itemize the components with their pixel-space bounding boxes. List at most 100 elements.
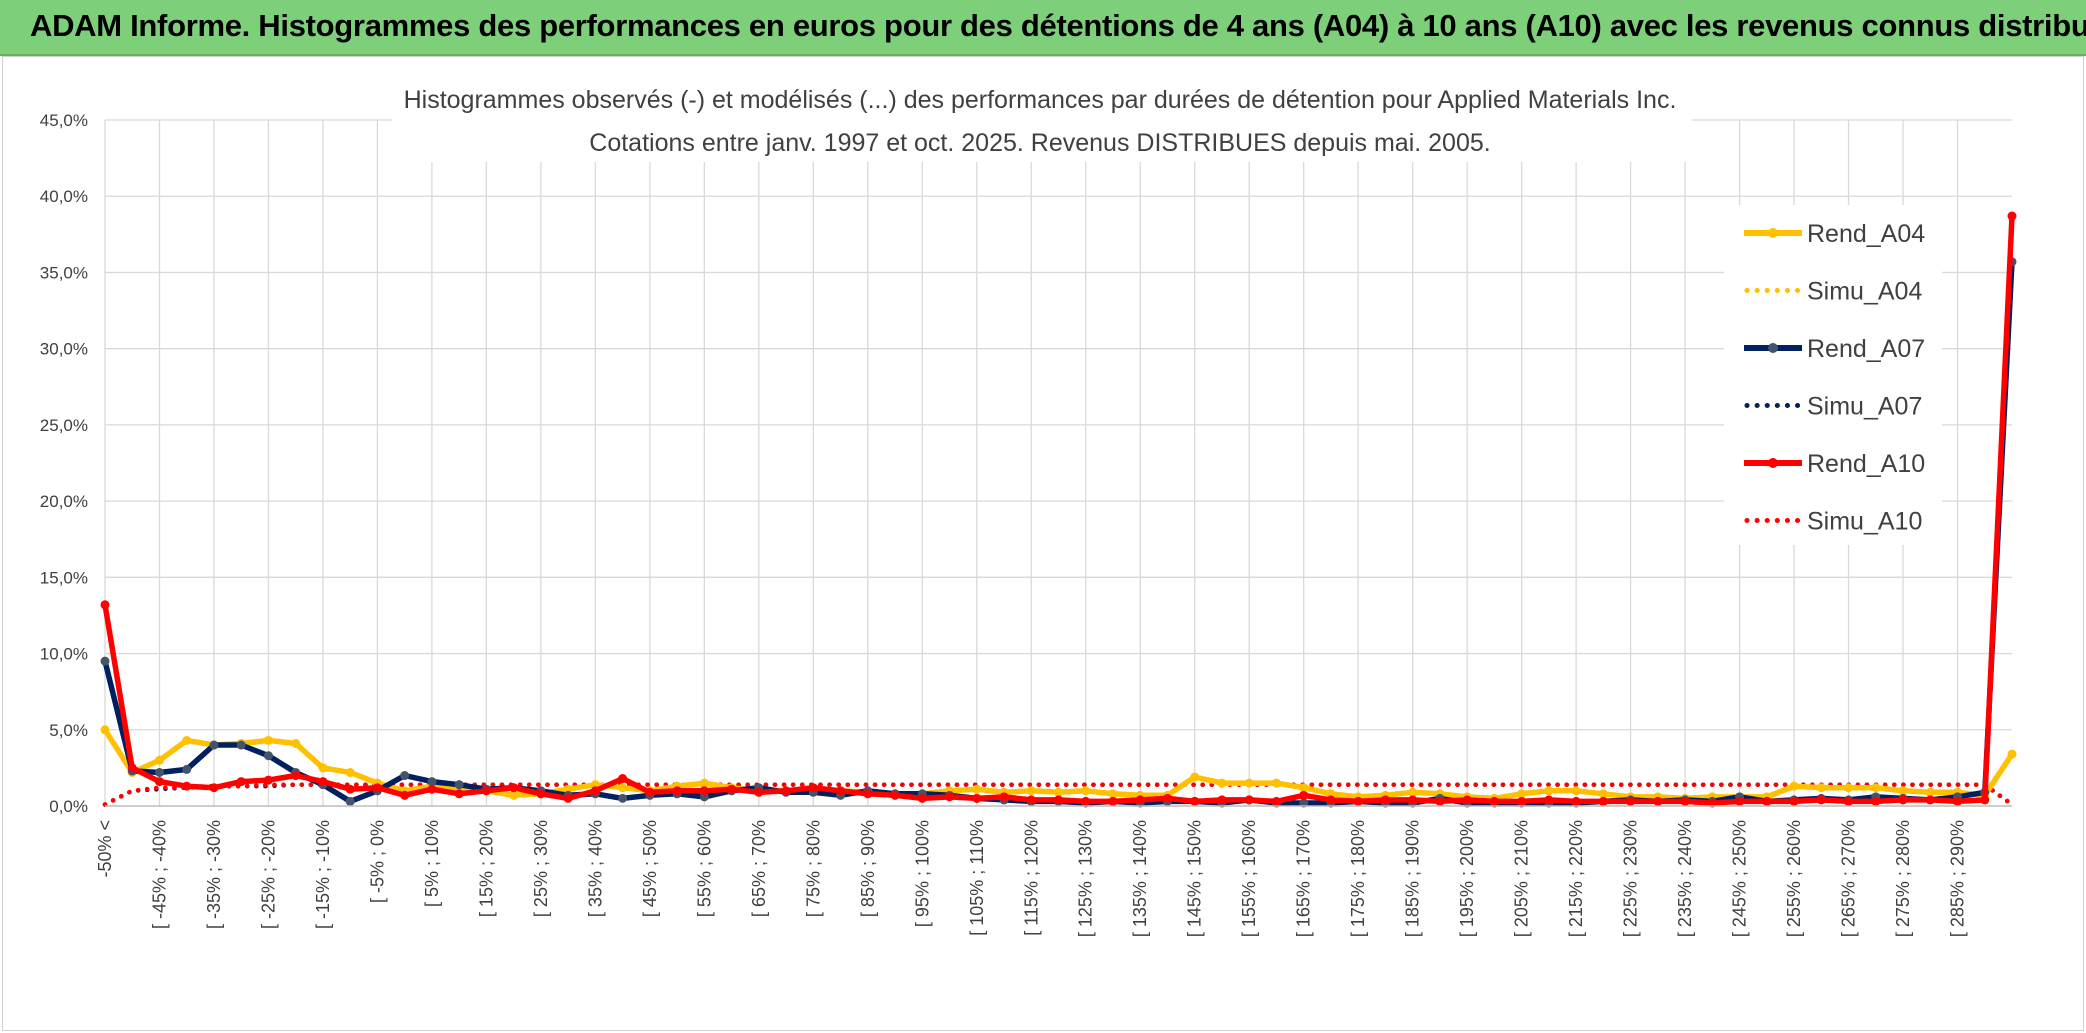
data-point [454, 780, 464, 790]
data-point [1108, 789, 1118, 799]
data-point [1517, 789, 1527, 799]
chart-subtitle-line2: Cotations entre janv. 1997 et oct. 2025.… [589, 129, 1490, 157]
x-tick-label: [ 275% ; 280% [1893, 820, 1913, 937]
data-point [1816, 783, 1826, 793]
x-tick-label: [ 255% ; 260% [1784, 820, 1804, 937]
data-point [1380, 795, 1390, 805]
data-point [481, 786, 491, 796]
x-tick-label: [ 65% ; 70% [749, 820, 769, 917]
data-point [1326, 795, 1336, 805]
data-point [1571, 796, 1581, 806]
legend-item-Simu_A10: Simu_A10 [1744, 508, 1922, 536]
series-layer [100, 211, 2017, 808]
data-point [1626, 796, 1636, 806]
data-point [1271, 778, 1281, 788]
x-tick-label: [ 105% ; 110% [967, 820, 987, 936]
x-tick-label: [ 135% ; 140% [1130, 820, 1150, 937]
data-point [1544, 786, 1554, 796]
data-point [509, 783, 519, 793]
data-point [263, 735, 273, 745]
x-tick-label: [ -25% ; -20% [258, 820, 278, 929]
y-tick-label: 35,0% [40, 263, 88, 282]
x-tick-label: [ 75% ; 80% [803, 820, 823, 917]
grid-layer [104, 119, 2012, 807]
series-Rend_A10 [100, 211, 2017, 808]
data-point [2007, 749, 2017, 759]
data-point [1653, 796, 1663, 806]
data-point [1244, 795, 1254, 805]
x-tick-label: [ 225% ; 230% [1621, 820, 1641, 937]
data-point [1462, 795, 1472, 805]
data-point [1571, 786, 1581, 796]
y-tick-label: 5,0% [49, 721, 88, 740]
y-tick-label: 45,0% [40, 111, 88, 130]
title-background [392, 78, 1692, 162]
data-point [536, 789, 546, 799]
data-point [972, 793, 982, 803]
data-point [1435, 796, 1445, 806]
axis-layer: 0,0% 5,0% 10,0% 15,0% 20,0% 25,0% 30,0% 35,0% 40… [40, 111, 2012, 937]
data-point [1190, 796, 1200, 806]
data-point [972, 784, 982, 794]
x-tick-label: [ -15% ; -10% [313, 820, 333, 929]
data-point [400, 790, 410, 800]
data-point [1789, 796, 1799, 806]
data-point [1871, 796, 1881, 806]
data-point [100, 600, 110, 610]
x-tick-label: [ 245% ; 250% [1730, 820, 1750, 937]
data-point [1081, 786, 1091, 796]
data-point [1054, 795, 1063, 805]
data-point [945, 792, 955, 802]
data-point [1108, 796, 1118, 806]
x-tick-label: -50% < [95, 820, 115, 878]
legend-item-Rend_A10: Rend_A10 [1744, 450, 1925, 478]
data-point [1271, 796, 1281, 806]
data-point [699, 778, 709, 788]
data-point [182, 781, 192, 791]
data-point [1707, 798, 1717, 808]
x-tick-label: [ 25% ; 30% [531, 820, 551, 917]
data-point [372, 783, 382, 793]
legend-label: Simu_A10 [1807, 508, 1922, 536]
data-point [154, 777, 164, 787]
data-point [236, 777, 246, 787]
data-point [209, 783, 219, 793]
y-tick-label: 20,0% [40, 492, 88, 511]
y-tick-label: 30,0% [40, 340, 88, 359]
data-point [1871, 783, 1881, 793]
y-tick-label: 15,0% [40, 568, 88, 587]
data-point [182, 735, 192, 745]
y-tick-label: 40,0% [40, 187, 88, 206]
data-point [1081, 796, 1091, 806]
data-point [100, 656, 110, 666]
data-point [345, 784, 355, 794]
legend-marker [1768, 343, 1778, 353]
legend-label: Rend_A10 [1807, 450, 1925, 478]
x-tick-label: [ 95% ; 100% [912, 820, 932, 927]
data-point [1135, 795, 1145, 805]
data-point [1762, 796, 1772, 806]
legend-item-Simu_A07: Simu_A07 [1744, 393, 1922, 421]
data-point [427, 784, 437, 794]
data-point [781, 786, 791, 796]
data-point [863, 789, 873, 799]
data-point [563, 793, 573, 803]
x-tick-label: [ -5% ; 0% [367, 820, 387, 903]
chart-title-line1: Histogrammes observés (-) et modélisés (… [404, 86, 1677, 114]
data-point [1217, 795, 1227, 805]
data-point [100, 725, 110, 735]
data-point [1953, 796, 1963, 806]
legend-label: Simu_A07 [1807, 393, 1922, 421]
x-tick-label: [ 165% ; 170% [1294, 820, 1314, 937]
data-point [1353, 796, 1363, 806]
series-line-Simu_A10 [102, 782, 2015, 807]
data-point [1026, 786, 1036, 796]
data-point [645, 787, 655, 797]
header-banner: ADAM Informe. Histogrammes des performan… [0, 0, 2086, 56]
data-point [1517, 796, 1527, 806]
data-point [291, 771, 301, 781]
data-point [1680, 796, 1690, 806]
data-point [454, 789, 464, 799]
data-point [1544, 795, 1554, 805]
